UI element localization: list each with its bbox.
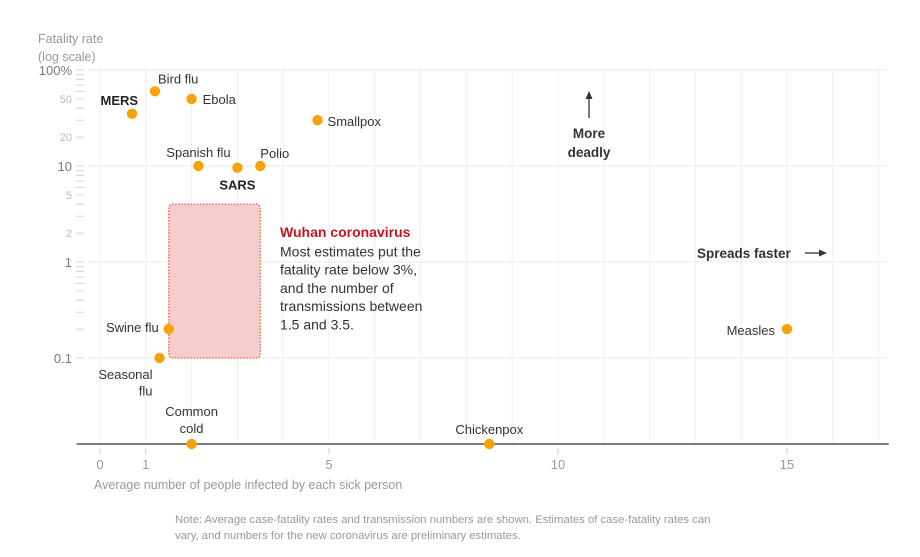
point-label-mers: MERS [100, 93, 138, 108]
direction-annotations: More deadly Spreads faster [568, 91, 827, 261]
y-tick-label: 1 [65, 255, 72, 270]
data-points [126, 86, 793, 450]
point-common-cold [186, 438, 197, 450]
highlight-description-line: and the number of [280, 280, 394, 296]
point-swine-flu [163, 323, 174, 335]
annotation-more-deadly: More [573, 126, 606, 141]
point-label-line: Chickenpox [455, 422, 523, 437]
x-tick-label: 10 [551, 457, 565, 472]
y-tick-label: 5 [66, 190, 72, 202]
point-label-line: Measles [727, 323, 776, 338]
point-label-ebola: Ebola [203, 92, 237, 107]
point-label-smallpox: Smallpox [328, 114, 382, 129]
x-tick-label: 15 [780, 457, 794, 472]
point-label-line: Spanish flu [166, 145, 230, 160]
point-label-line: Swine flu [106, 320, 159, 335]
up-arrow-icon [585, 91, 593, 99]
y-axis-subtitle: (log scale) [38, 50, 96, 64]
point-label-line: SARS [219, 178, 255, 193]
highlight-description-line: 1.5 and 3.5. [280, 316, 354, 332]
point-label-bird-flu: Bird flu [158, 71, 198, 86]
highlight-description-line: fatality rate below 3%, [280, 262, 417, 278]
y-tick-label: 10 [58, 159, 72, 174]
point-chickenpox [484, 438, 495, 450]
point-polio [255, 160, 266, 172]
right-arrow-icon [819, 249, 827, 257]
point-sars [232, 162, 243, 173]
point-label-sars: SARS [219, 178, 255, 193]
y-tick-label: 50 [60, 94, 72, 106]
coronavirus-highlight: Wuhan coronavirus Most estimates put the f… [167, 203, 422, 359]
x-axis: 0 1 5 10 15 [76, 443, 889, 472]
point-label-swine-flu: Swine flu [106, 320, 159, 335]
point-label-line: flu [139, 384, 153, 399]
point-label-line: Ebola [203, 92, 237, 107]
highlight-title: Wuhan coronavirus [280, 224, 411, 240]
note-line-1: Note: Average case-fatality rates and tr… [175, 514, 710, 526]
coronavirus-range-box [167, 203, 262, 359]
point-label-seasonal-flu: Seasonal flu [98, 367, 152, 399]
point-label-common-cold: Common cold [165, 404, 218, 436]
note-line-2: vary, and numbers for the new coronaviru… [175, 530, 521, 542]
y-tick-label: 2 [66, 228, 72, 240]
annotation-spreads-faster: Spreads faster [697, 246, 792, 261]
point-label-measles: Measles [727, 323, 776, 338]
highlight-description-line: transmissions between [280, 298, 422, 314]
point-ebola [186, 93, 197, 105]
y-axis-title: Fatality rate [38, 32, 103, 46]
annotation-more-deadly: deadly [568, 145, 611, 160]
point-seasonal-flu [154, 352, 165, 364]
y-tick-label: 100% [39, 63, 73, 78]
point-label-polio: Polio [260, 146, 289, 161]
x-tick-label: 5 [325, 457, 332, 472]
point-spanish-flu [193, 160, 204, 172]
x-tick-label: 0 [96, 457, 103, 472]
point-label-line: Common [165, 404, 218, 419]
y-tick-label: 20 [60, 132, 72, 144]
point-mers [126, 108, 138, 119]
x-tick-label: 1 [142, 457, 149, 472]
point-label-line: Bird flu [158, 71, 198, 86]
point-bird-flu [149, 86, 161, 97]
gridlines [88, 69, 888, 444]
point-label-line: MERS [100, 93, 138, 108]
point-label-line: Polio [260, 146, 289, 161]
y-axis: 100% 50 20 10 5 2 1 0.1 [39, 63, 84, 366]
point-measles [781, 323, 793, 335]
point-smallpox [312, 114, 323, 126]
point-label-line: cold [180, 421, 204, 436]
point-label-line: Seasonal [98, 367, 152, 382]
point-label-spanish-flu: Spanish flu [166, 145, 230, 160]
point-label-chickenpox: Chickenpox [455, 422, 523, 437]
x-axis-title: Average number of people infected by eac… [94, 478, 402, 492]
y-tick-label: 0.1 [54, 351, 72, 366]
point-label-line: Smallpox [328, 114, 382, 129]
point-labels: MERS Bird flu Ebola Smallpox Spanish flu SARS… [98, 71, 775, 437]
highlight-description-line: Most estimates put the [280, 244, 421, 260]
